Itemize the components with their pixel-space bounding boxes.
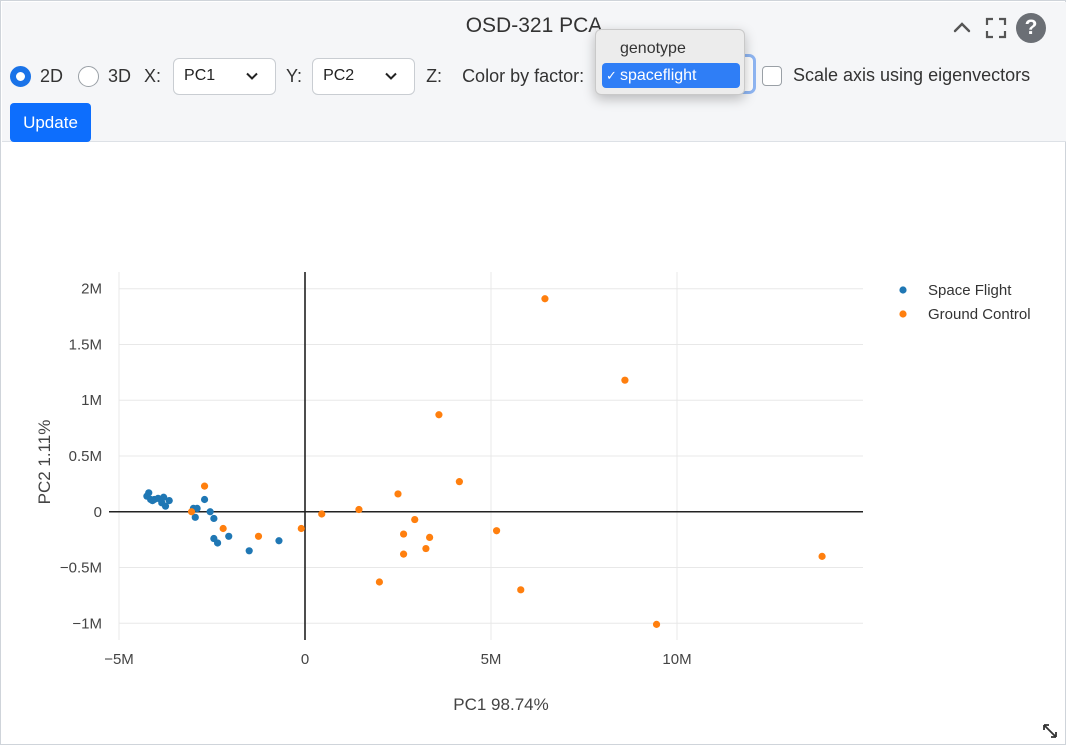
x-tick-label: 0	[301, 651, 309, 668]
update-button[interactable]: Update	[10, 103, 91, 142]
pca-scatter-chart[interactable]: −5M 0 5M 10M −1M −0.5M 0 0.5M 1M 1.5M 2M PC1 98.7…	[2, 143, 1066, 743]
header-icons: ?	[948, 13, 1046, 43]
x-tick-labels: −5M 0 5M 10M	[104, 651, 691, 668]
mode-3d-label: 3D	[108, 65, 132, 86]
color-by-dropdown: genotype ✓ spaceflight	[595, 29, 745, 95]
data-point	[355, 505, 363, 514]
data-point	[435, 411, 443, 419]
y-tick-label: −1M	[72, 615, 102, 632]
data-point	[422, 544, 430, 553]
data-point	[148, 497, 157, 505]
fullscreen-icon[interactable]	[982, 14, 1010, 42]
data-point	[160, 493, 168, 501]
data-point	[193, 504, 201, 513]
x-tick-label: 10M	[662, 651, 691, 668]
help-icon[interactable]: ?	[1016, 13, 1046, 43]
dropdown-option-spaceflight[interactable]: ✓ spaceflight	[602, 63, 740, 88]
data-point	[254, 532, 263, 540]
option-spaceflight-label: spaceflight	[620, 67, 697, 84]
zero-lines	[109, 272, 863, 640]
legend: Space Flight Ground Control	[899, 282, 1031, 323]
x-axis-value: PC1	[184, 67, 216, 84]
x-tick-label: 5M	[481, 651, 502, 668]
panel-title: OSD-321 PCA	[465, 14, 603, 37]
panel-header: OSD-321 PCA ? 2D 3D X: PC1 Y:	[2, 2, 1066, 142]
legend-marker	[899, 310, 907, 318]
option-genotype-label: genotype	[620, 40, 686, 57]
data-point	[225, 532, 233, 540]
data-point	[455, 478, 463, 486]
data-point	[621, 376, 629, 384]
data-point	[191, 513, 199, 521]
data-point	[219, 524, 227, 533]
data-point	[411, 515, 419, 524]
y-axis-select[interactable]: PC2	[312, 57, 416, 95]
data-point	[165, 497, 173, 505]
data-point	[394, 490, 402, 498]
scale-axis-label: Scale axis using eigenvectors	[793, 65, 1031, 85]
x-axis-label: X:	[144, 65, 162, 86]
y-axis-title: PC2 1.11%	[35, 420, 54, 505]
data-point	[206, 508, 214, 516]
z-axis-label: Z:	[426, 65, 443, 86]
data-point	[818, 552, 826, 560]
data-point	[517, 586, 525, 594]
data-point	[161, 502, 170, 510]
mode-3d-radio[interactable]	[78, 65, 100, 87]
data-point	[210, 514, 218, 523]
data-point	[213, 539, 222, 547]
y-tick-label: −0.5M	[60, 560, 102, 577]
data-point	[399, 550, 408, 558]
dropdown-option-genotype[interactable]: genotype	[602, 36, 740, 61]
data-point	[399, 530, 408, 538]
check-icon: ✓	[606, 68, 617, 83]
chevron-down-icon	[385, 72, 397, 80]
y-tick-label: 1.5M	[69, 336, 102, 353]
x-tick-label: −5M	[104, 651, 134, 668]
y-tick-labels: −1M −0.5M 0 0.5M 1M 1.5M 2M	[60, 281, 102, 633]
y-axis-value: PC2	[323, 67, 355, 84]
data-point	[318, 510, 326, 518]
chevron-up-icon[interactable]	[948, 14, 976, 42]
legend-label: Space Flight	[928, 282, 1012, 299]
data-points	[143, 295, 826, 628]
legend-marker	[899, 286, 907, 294]
x-axis-title: PC1 98.74%	[453, 695, 548, 714]
color-by-label: Color by factor:	[462, 65, 585, 86]
y-tick-label: 1M	[81, 392, 102, 409]
data-point	[652, 620, 661, 628]
data-point	[375, 578, 383, 586]
x-axis-select[interactable]: PC1	[173, 57, 277, 95]
legend-label: Ground Control	[928, 306, 1031, 323]
chevron-down-icon	[246, 72, 258, 80]
grid-lines	[118, 272, 863, 640]
controls-row: 2D 3D X: PC1 Y: PC2 Z: Color by factor:	[10, 56, 584, 96]
y-tick-label: 2M	[81, 281, 102, 298]
data-point	[187, 508, 196, 516]
data-point	[200, 495, 209, 504]
data-point	[541, 295, 549, 303]
data-point	[275, 537, 283, 545]
data-point	[492, 527, 501, 535]
data-point	[245, 547, 253, 555]
scale-axis-checkbox[interactable]	[762, 65, 782, 86]
data-point	[200, 482, 209, 490]
mode-2d-radio[interactable]	[10, 65, 31, 87]
y-axis-label: Y:	[286, 65, 303, 86]
resize-icon[interactable]	[1041, 722, 1059, 740]
data-point	[297, 524, 305, 533]
scale-axis-control: Scale axis using eigenvectors	[762, 65, 1030, 86]
data-point	[426, 533, 434, 542]
y-tick-label: 0.5M	[69, 448, 102, 465]
y-tick-label: 0	[94, 504, 102, 521]
mode-2d-label: 2D	[40, 65, 64, 86]
